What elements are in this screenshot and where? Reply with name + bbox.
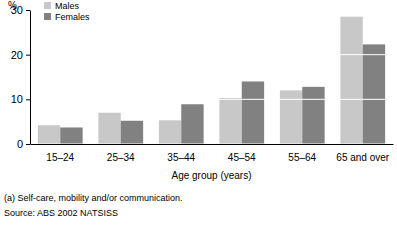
tick-label: 15–24 (46, 152, 74, 163)
tick-group: 25–34 (107, 144, 135, 163)
tick-label: 0 (17, 138, 23, 150)
bar (219, 98, 241, 144)
grid-line (30, 144, 393, 145)
y-axis: 0102030 (11, 4, 31, 150)
footnote: Source: ABS 2002 NATSISS (4, 208, 118, 218)
tick-label: 20 (11, 49, 23, 61)
bar (181, 104, 203, 144)
footnote: (a) Self-care, mobility and/or communica… (4, 193, 183, 203)
tick-label: 10 (11, 93, 23, 105)
grid-line (30, 99, 393, 100)
y-axis-title: % (8, 0, 17, 11)
tick-label: 25–34 (107, 152, 135, 163)
bar (280, 90, 302, 144)
grid-line (30, 10, 393, 11)
axis-line (30, 11, 31, 145)
legend-label: Females (55, 12, 90, 22)
tick-group: 65 and over (336, 144, 389, 163)
tick-group: 15–24 (46, 144, 74, 163)
bars (38, 17, 385, 144)
tick-group: 45–54 (228, 144, 256, 163)
legend-swatch (44, 13, 51, 20)
bar (60, 127, 82, 144)
tick (26, 55, 30, 56)
tick-group: 55–64 (288, 144, 316, 163)
grid (30, 10, 393, 144)
bar (121, 121, 143, 144)
legend-swatch (44, 2, 51, 9)
bar (242, 81, 264, 144)
x-axis: 15–24 25–34 35–44 45–54 55–64 65 and over (31, 144, 394, 163)
tick-group: 20 (11, 49, 30, 61)
tick (26, 99, 30, 100)
tick-label: 55–64 (288, 152, 316, 163)
legend: MalesFemales (44, 1, 90, 22)
bar (340, 17, 362, 144)
tick-label: 45–54 (228, 152, 256, 163)
axis-line (31, 144, 394, 145)
bar (302, 87, 324, 144)
bar (363, 44, 385, 144)
bar (159, 120, 181, 144)
bar (98, 113, 120, 144)
tick-group: 0 (17, 138, 30, 150)
legend-label: Males (55, 1, 80, 11)
x-axis-title: Age group (years) (171, 170, 251, 181)
tick (26, 10, 30, 11)
tick-group: 10 (11, 93, 30, 105)
tick-label: 35–44 (167, 152, 195, 163)
tick-label: 65 and over (336, 152, 389, 163)
tick (26, 144, 30, 145)
bar (38, 125, 60, 144)
chart: 010203015–2425–3435–4445–5455–6465 and o… (0, 0, 397, 227)
grid-line (30, 54, 393, 55)
tick-group: 35–44 (167, 144, 195, 163)
